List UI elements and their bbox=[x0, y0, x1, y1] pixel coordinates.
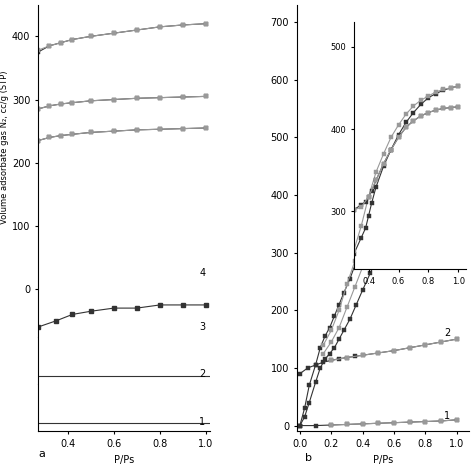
Text: 2: 2 bbox=[199, 369, 205, 379]
Text: 4: 4 bbox=[199, 268, 205, 278]
Text: a: a bbox=[38, 449, 45, 459]
Text: 1: 1 bbox=[199, 417, 205, 427]
X-axis label: P/Ps: P/Ps bbox=[114, 455, 134, 465]
Text: 2: 2 bbox=[444, 328, 450, 338]
Text: b: b bbox=[305, 453, 312, 463]
X-axis label: P/Ps: P/Ps bbox=[373, 455, 393, 465]
Text: 3: 3 bbox=[199, 322, 205, 332]
Text: 1: 1 bbox=[444, 410, 450, 420]
Y-axis label: Volume adsorbate gas N₂, cc/g (STP): Volume adsorbate gas N₂, cc/g (STP) bbox=[0, 70, 9, 224]
